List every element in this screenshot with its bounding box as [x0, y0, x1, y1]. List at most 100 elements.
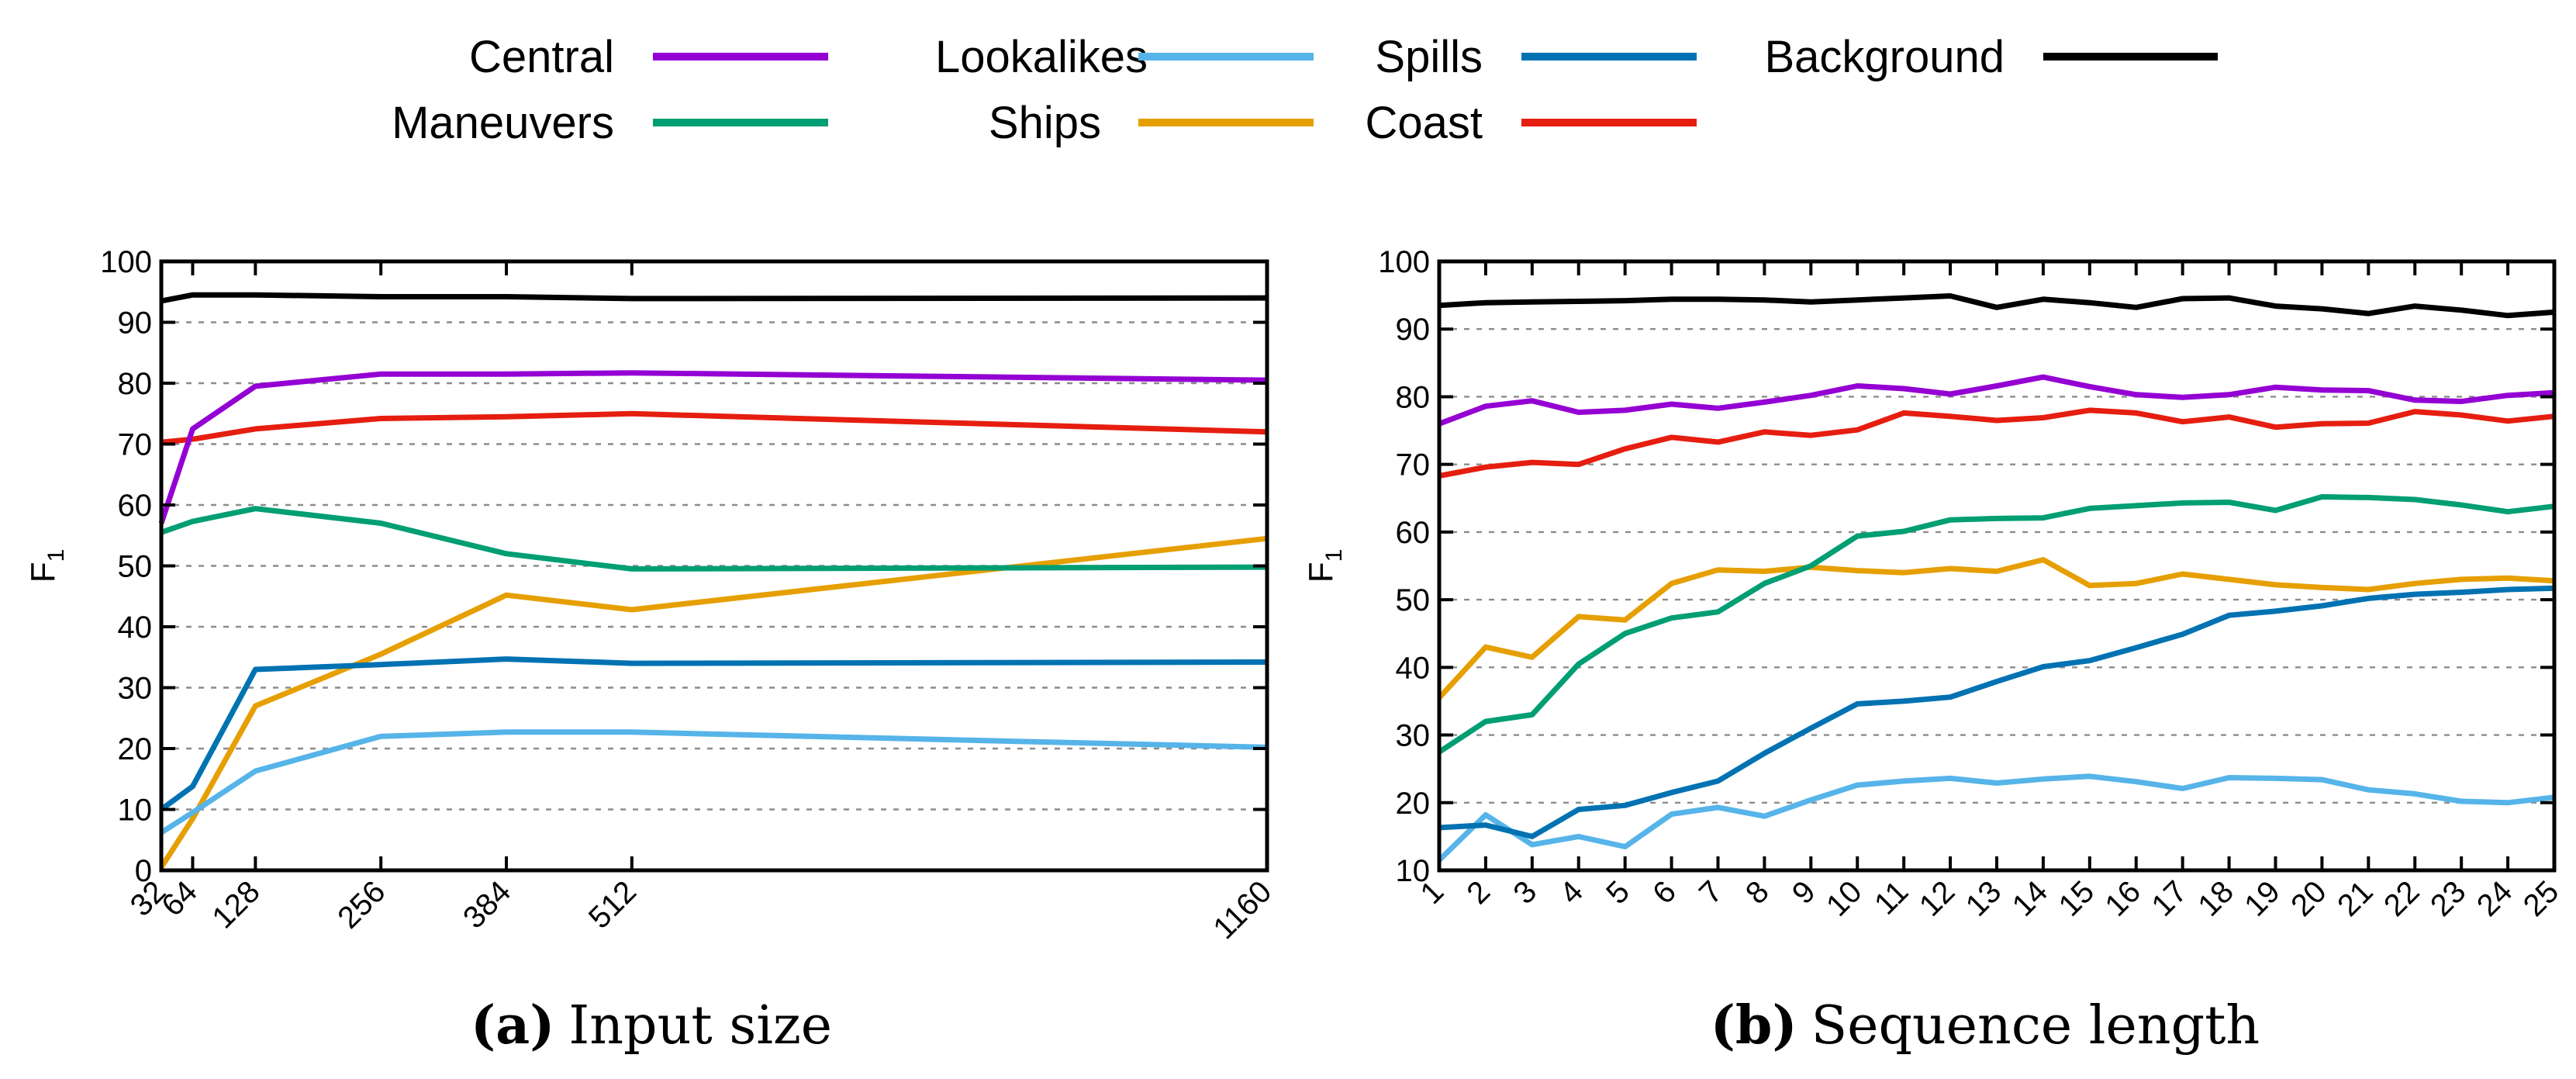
x-axis: 1 2 3 4 5 6 7 8 910 11121314151617181920212223242…: [1414, 261, 2565, 923]
caption-tag: (a): [471, 994, 554, 1057]
legend-label-lookalikes: Lookalikes: [935, 32, 1148, 82]
y-tick-label: 20: [1396, 787, 1431, 821]
caption-input-size: (a) Input size: [471, 994, 832, 1057]
legend-entry-lookalikes: Lookalikes: [935, 32, 1314, 82]
y-tick-label: 40: [1396, 651, 1431, 685]
x-tick-label: 21: [2331, 874, 2380, 923]
legend-entry-maneuvers: Maneuvers: [392, 98, 828, 148]
legend-entry-central: Central: [469, 32, 828, 82]
y-tick-label: 10: [118, 794, 153, 828]
x-tick-label: 128: [205, 874, 266, 935]
x-tick-label: 256: [331, 874, 392, 935]
series-line-maneuvers: [160, 506, 1268, 572]
legend-entry-ships: Ships: [989, 98, 1314, 148]
y-axis: 0 10 20 30 40 50 60 70 80 90 100: [100, 245, 1267, 888]
legend-label-maneuvers: Maneuvers: [392, 98, 614, 148]
y-tick-label: 30: [118, 672, 153, 706]
y-tick-label: 30: [1396, 719, 1431, 753]
y-tick-label: 50: [118, 550, 153, 584]
x-tick-label: 14: [2006, 874, 2055, 923]
plot-frame: [1437, 259, 2557, 873]
legend-label-spills: Spills: [1375, 32, 1483, 82]
x-tick-label: 3: [1507, 874, 1543, 911]
series-line-central: [1438, 374, 2555, 427]
y-tick-label: 10: [1396, 854, 1431, 888]
x-tick-label: 7: [1693, 874, 1729, 911]
series-line-coast: [161, 410, 1268, 445]
x-tick-label: 1160: [1207, 874, 1278, 946]
y-tick-label: 20: [118, 732, 153, 766]
y-axis-title: F1: [1302, 549, 1347, 583]
x-tick-label: 2: [1460, 874, 1497, 911]
x-tick-label: 9: [1786, 874, 1822, 911]
y-tick-label: 90: [1396, 313, 1431, 347]
x-tick-label: 384: [457, 874, 517, 935]
x-tick-label: 6: [1646, 874, 1683, 911]
x-tick-label: 15: [2053, 874, 2101, 923]
y-tick-label: 80: [1396, 380, 1431, 414]
x-tick-label: 23: [2424, 874, 2473, 923]
caption-tag: (b): [1711, 994, 1797, 1057]
x-tick-label: 512: [582, 874, 643, 935]
x-tick-label: 24: [2471, 874, 2519, 923]
x-tick-label: 22: [2377, 874, 2426, 923]
y-tick-label: 50: [1396, 583, 1431, 617]
y-tick-label: 90: [118, 306, 153, 341]
y-tick-label: 60: [118, 489, 153, 523]
legend-label-ships: Ships: [989, 98, 1101, 148]
series-line-maneuvers: [1438, 494, 2555, 755]
y-axis-title-main: F: [1302, 562, 1340, 583]
series-line-background: [1438, 293, 2555, 319]
legend: Central Lookalikes Spills Background Maneuve…: [392, 32, 2218, 148]
legend-entry-background: Background: [1764, 32, 2218, 82]
caption-text: Input size: [568, 995, 832, 1057]
x-tick-label: 20: [2284, 874, 2333, 923]
y-tick-label: 70: [1396, 448, 1431, 482]
series-line-coast: [1438, 407, 2555, 479]
series-line-ships: [159, 535, 1268, 869]
series-line-ships: [1437, 557, 2555, 700]
x-tick-label: 16: [2099, 874, 2148, 923]
caption-sequence-length: (b) Sequence length: [1711, 994, 2260, 1057]
series-line-background: [161, 292, 1268, 304]
series-group: [1437, 293, 2555, 863]
y-axis-title-main: F: [24, 562, 62, 583]
series-line-spills: [159, 656, 1268, 812]
y-tick-label: 70: [118, 428, 153, 462]
gridlines: [1439, 328, 2554, 804]
legend-entry-coast: Coast: [1365, 98, 1697, 148]
y-axis-title-subscript: 1: [1321, 549, 1347, 562]
series-line-central: [158, 370, 1268, 524]
y-axis-title: F1: [24, 549, 69, 583]
x-tick-label: 4: [1553, 874, 1590, 911]
x-tick-label: 18: [2191, 874, 2240, 923]
legend-label-central: Central: [469, 32, 614, 82]
series-line-spills: [1438, 585, 2555, 839]
y-tick-label: 60: [1396, 516, 1431, 550]
x-tick-label: 19: [2238, 874, 2287, 923]
series-line-lookalikes: [160, 729, 1268, 835]
caption-text: Sequence length: [1811, 995, 2260, 1057]
x-tick-label: 8: [1739, 874, 1776, 911]
y-tick-label: 0: [135, 854, 152, 888]
y-tick-label: 100: [100, 245, 152, 279]
x-tick-label: 17: [2145, 874, 2194, 923]
x-tick-label: 12: [1913, 874, 1962, 923]
x-tick-label: 5: [1600, 874, 1636, 911]
legend-label-coast: Coast: [1365, 98, 1483, 148]
series-group: [158, 292, 1268, 869]
series-line-lookalikes: [1437, 773, 2555, 863]
y-axis: 10 20 30 40 50 60 70 80 90 100: [1378, 245, 2554, 888]
legend-entry-spills: Spills: [1375, 32, 1697, 82]
y-axis-title-subscript: 1: [43, 549, 69, 562]
y-tick-label: 100: [1378, 245, 1430, 279]
legend-label-background: Background: [1764, 32, 2005, 82]
x-tick-label: 11: [1868, 874, 1915, 921]
y-tick-label: 40: [118, 610, 153, 645]
x-tick-label: 10: [1820, 874, 1869, 923]
x-tick-label: 64: [155, 874, 204, 923]
x-tick-label: 13: [1960, 874, 2008, 923]
y-tick-label: 80: [118, 367, 153, 401]
